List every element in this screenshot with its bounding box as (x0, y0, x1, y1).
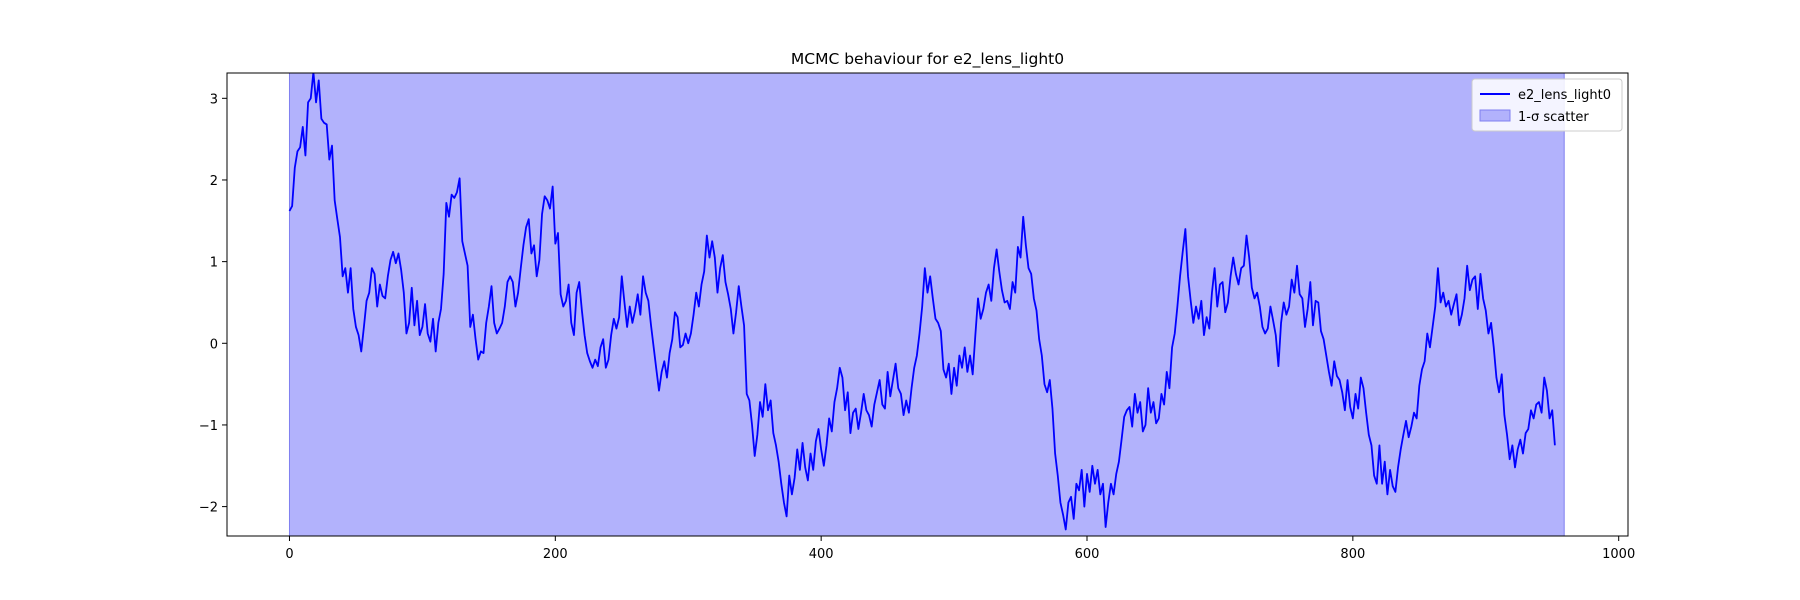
x-tick-label: 0 (285, 547, 293, 562)
y-axis: −2 −1 0 1 2 3 (199, 92, 227, 516)
plot-area-frame (226, 72, 1629, 537)
y-tick-label: −2 (199, 501, 218, 516)
legend-patch-swatch (1479, 109, 1511, 122)
scatter-band (288, 72, 1565, 537)
y-tick-label: 0 (210, 337, 218, 352)
y-tick-label: 1 (210, 256, 218, 271)
x-tick-label: 1000 (1602, 547, 1635, 562)
series-line-layer (288, 73, 1556, 531)
series-line-0 (288, 73, 1556, 531)
y-tick-label: 2 (210, 174, 218, 189)
x-tick-label: 200 (543, 547, 568, 562)
scatter-band-layer (288, 72, 1565, 537)
y-tick-label: −1 (199, 419, 218, 434)
y-tick-label: 3 (210, 92, 218, 107)
legend-label: e2_lens_light0 (1518, 88, 1611, 103)
x-tick-label: 800 (1340, 547, 1365, 562)
legend-label: 1-σ scatter (1518, 110, 1589, 125)
x-tick-label: 400 (809, 547, 834, 562)
x-tick-label: 600 (1075, 547, 1100, 562)
chart-title: MCMC behaviour for e2_lens_light0 (791, 50, 1064, 69)
legend: e2_lens_light0 1-σ scatter (1471, 78, 1623, 132)
x-axis: 0 200 400 600 800 1000 (285, 536, 1635, 562)
